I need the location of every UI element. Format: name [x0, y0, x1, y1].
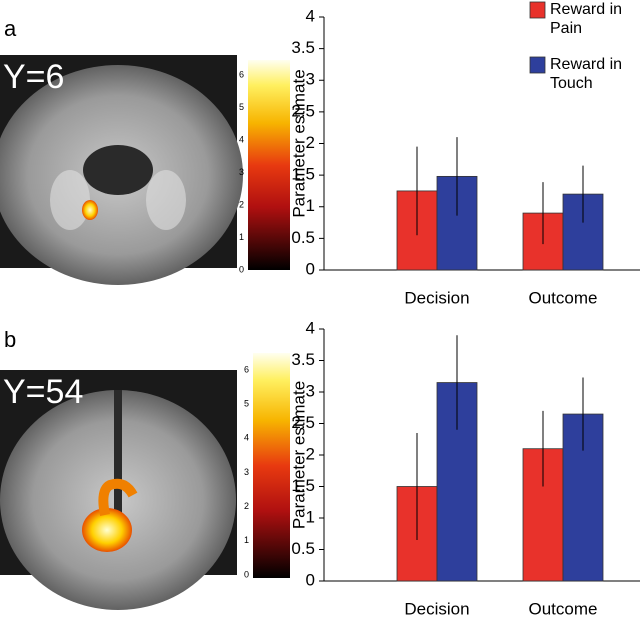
brain-image — [0, 370, 237, 610]
legend-label: Reward in Touch — [550, 56, 623, 92]
y-axis-label: Parameter estimate — [289, 69, 308, 217]
colorbar-tick-label: 0 — [244, 569, 249, 579]
colorbar-tick-label: 2 — [239, 199, 244, 209]
colorbar — [253, 353, 290, 578]
y-tick-label: 3.5 — [291, 350, 315, 369]
y-tick-label: 2 — [306, 444, 315, 463]
y-tick-label: 3 — [306, 70, 315, 89]
y-tick-label: 3 — [306, 381, 315, 400]
slice-label: Y=6 — [3, 58, 64, 96]
panel-label: b — [4, 327, 16, 352]
panel-label: a — [4, 16, 17, 41]
colorbar-tick-label: 1 — [244, 535, 249, 545]
colorbar-tick-label: 0 — [239, 264, 244, 274]
slice-label: Y=54 — [3, 373, 83, 411]
y-tick-label: 2.5 — [291, 101, 315, 120]
colorbar-tick-label: 3 — [244, 467, 249, 477]
x-tick-label: Decision — [404, 599, 469, 618]
y-tick-label: 0.5 — [291, 539, 315, 558]
colorbar-tick-label: 5 — [244, 399, 249, 409]
colorbar — [248, 60, 290, 270]
legend-label: Reward in Pain — [550, 1, 623, 37]
y-tick-label: 4 — [306, 6, 315, 25]
y-tick-label: 4 — [306, 318, 315, 337]
colorbar-tick-label: 4 — [239, 134, 244, 144]
x-tick-label: Decision — [404, 288, 469, 307]
y-tick-label: 2 — [306, 133, 315, 152]
colorbar-tick-label: 3 — [239, 167, 244, 177]
colorbar-tick-label: 2 — [244, 501, 249, 511]
y-tick-label: 0 — [306, 570, 315, 589]
colorbar-tick-label: 4 — [244, 433, 249, 443]
colorbar-tick-label: 6 — [239, 69, 244, 79]
colorbar-tick-label: 1 — [239, 232, 244, 242]
x-tick-label: Outcome — [529, 599, 598, 618]
y-tick-label: 2.5 — [291, 413, 315, 432]
y-tick-label: 3.5 — [291, 38, 315, 57]
x-tick-label: Outcome — [529, 288, 598, 307]
colorbar-tick-label: 5 — [239, 102, 244, 112]
y-tick-label: 1.5 — [291, 476, 315, 495]
colorbar-tick-label: 6 — [244, 364, 249, 374]
legend-swatch — [529, 56, 546, 74]
y-tick-label: 0 — [306, 259, 315, 278]
y-tick-label: 1 — [306, 196, 315, 215]
y-axis-label: Parameter estimate — [289, 381, 308, 529]
y-tick-label: 1 — [306, 507, 315, 526]
y-tick-label: 0.5 — [291, 228, 315, 247]
brain-image — [0, 55, 243, 285]
legend-swatch — [529, 1, 546, 19]
y-tick-label: 1.5 — [291, 165, 315, 184]
